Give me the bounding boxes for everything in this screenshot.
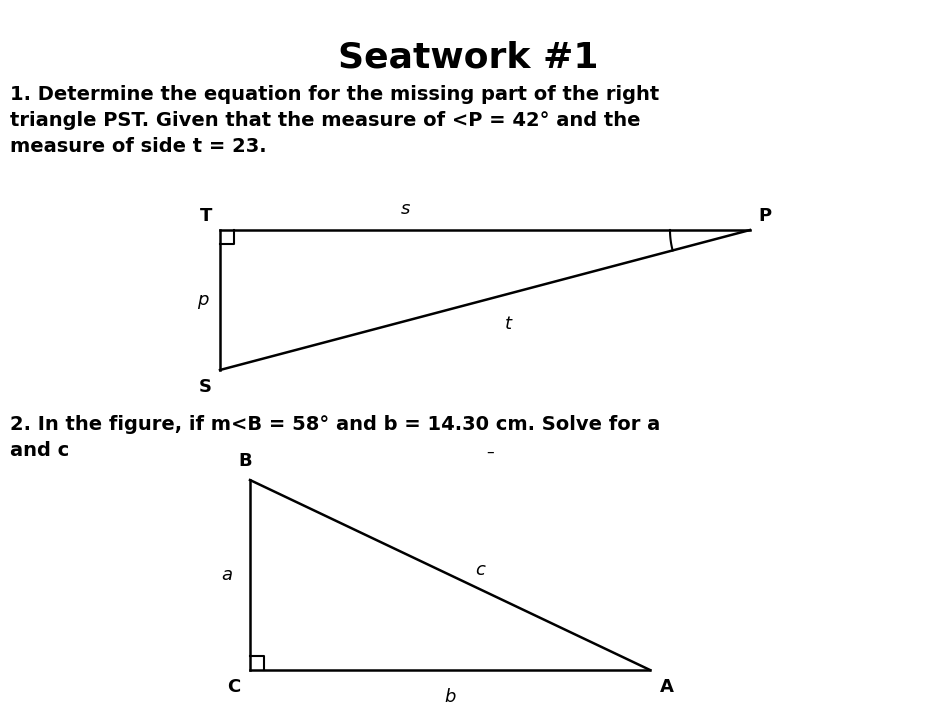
Text: b: b [445, 688, 456, 706]
Text: 2. In the figure, if m<B = 58° and b = 14.30 cm. Solve for a
and c: 2. In the figure, if m<B = 58° and b = 1… [10, 415, 660, 460]
Text: a: a [221, 566, 232, 584]
Text: t: t [505, 315, 512, 333]
Text: c: c [475, 561, 485, 579]
Text: P: P [758, 207, 771, 225]
Text: –: – [486, 444, 494, 459]
Text: s: s [401, 200, 410, 218]
Text: B: B [238, 452, 252, 470]
Text: A: A [660, 678, 674, 696]
Text: 1. Determine the equation for the missing part of the right
triangle PST. Given : 1. Determine the equation for the missin… [10, 85, 659, 156]
Text: C: C [227, 678, 240, 696]
Text: Seatwork #1: Seatwork #1 [338, 40, 598, 74]
Text: T: T [199, 207, 212, 225]
Text: p: p [197, 291, 208, 309]
Text: S: S [199, 378, 212, 396]
